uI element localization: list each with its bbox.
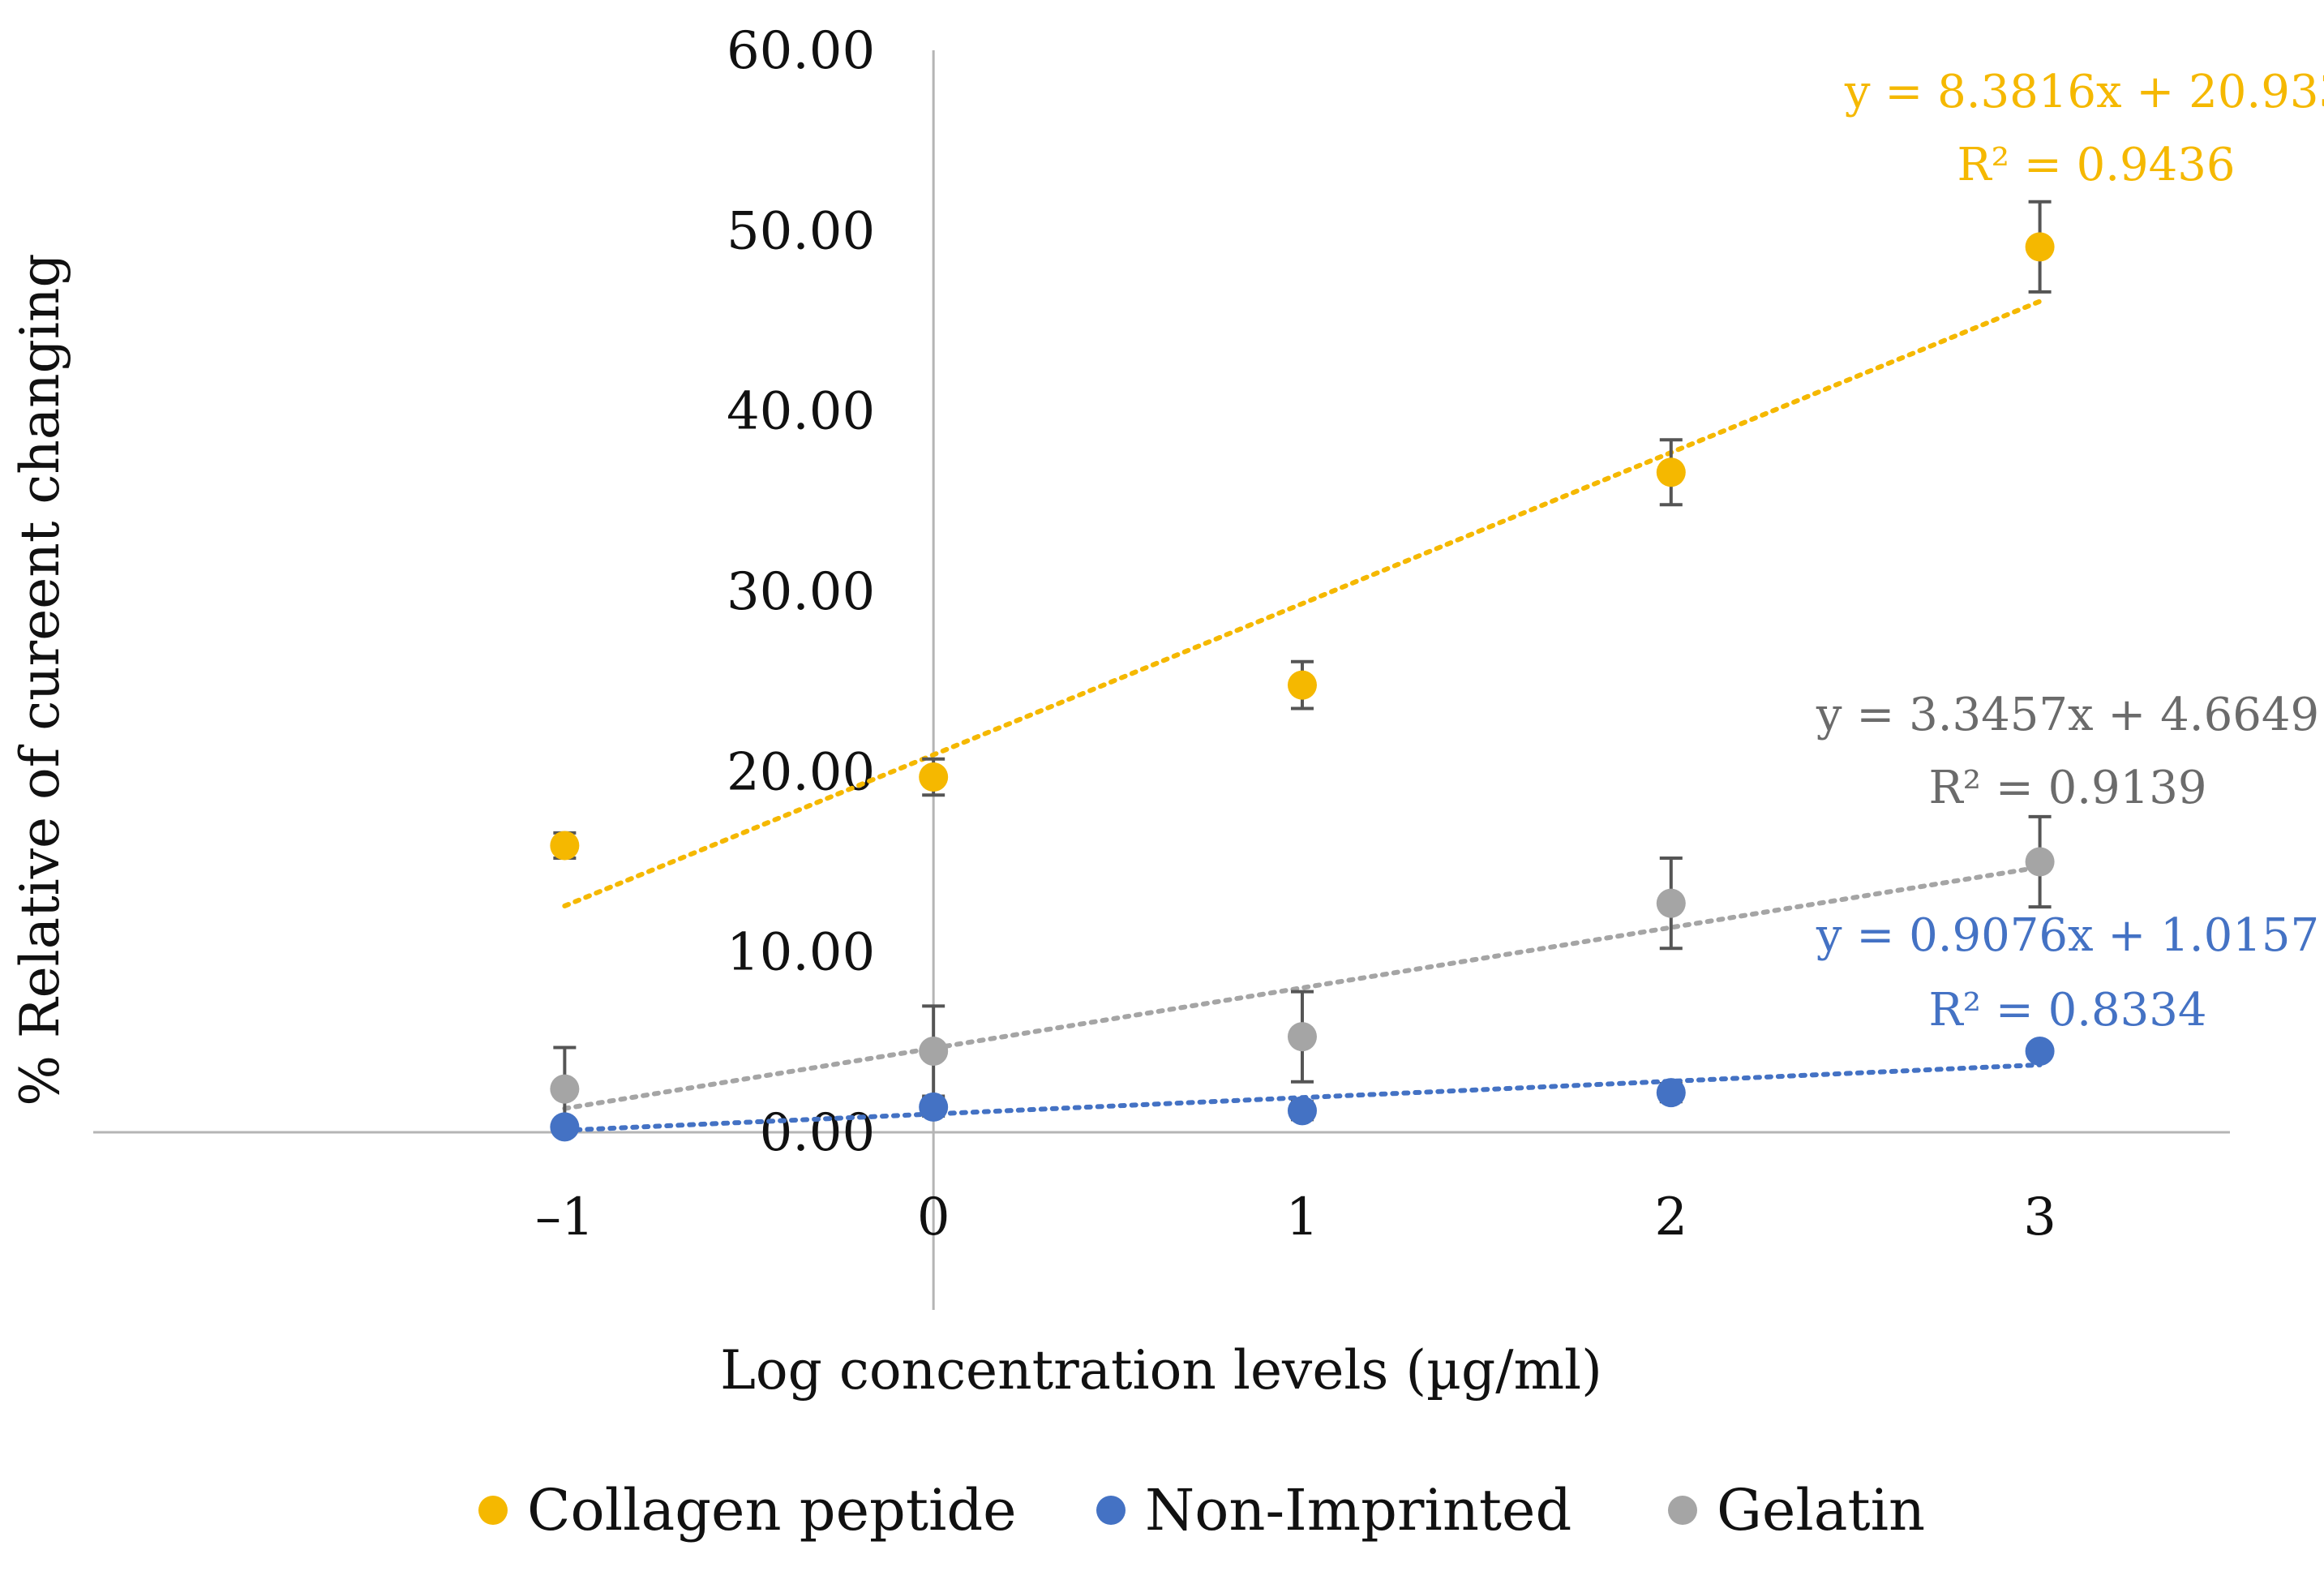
data-points	[550, 232, 2055, 1142]
trendline-gelatin	[562, 865, 2043, 1111]
data-point	[1287, 1022, 1317, 1052]
legend-marker	[1668, 1496, 1697, 1525]
y-tick-label: 50.00	[727, 201, 875, 261]
data-point	[1656, 1078, 1686, 1108]
y-tick-label: 0.00	[760, 1103, 876, 1163]
trendline-equation: y = 0.9076x + 1.0157	[1816, 909, 2319, 962]
data-point	[2025, 232, 2055, 262]
data-point	[550, 1074, 580, 1104]
x-tick-label: 3	[2023, 1187, 2056, 1247]
data-point	[550, 831, 580, 861]
y-tick-label: 40.00	[727, 382, 875, 442]
y-axis-label: % Relative of cureent changing	[9, 253, 71, 1106]
data-point	[919, 762, 949, 792]
data-point	[2025, 847, 2055, 877]
y-tick-label: 60.00	[727, 21, 875, 81]
trendline-equation: y = 8.3816x + 20.933	[1844, 66, 2324, 118]
x-tick-labels: –1 0 1 2 3	[535, 1187, 2056, 1247]
trendline-equation: y = 3.3457x + 4.6649	[1816, 689, 2319, 741]
y-tick-label: 20.00	[727, 742, 875, 802]
legend: Collagen peptide Non-Imprinted Gelatin	[478, 1477, 1925, 1544]
legend-label: Collagen peptide	[527, 1477, 1017, 1544]
legend-marker	[1096, 1496, 1126, 1525]
x-tick-label: 0	[917, 1187, 950, 1247]
x-tick-label: 1	[1286, 1187, 1319, 1247]
legend-label: Non-Imprinted	[1145, 1477, 1571, 1544]
trendline-r2: R² = 0.9139	[1928, 762, 2206, 814]
x-tick-label: 2	[1654, 1187, 1687, 1247]
trendline-r2: R² = 0.9436	[1957, 139, 2235, 191]
y-tick-label: 30.00	[727, 562, 875, 622]
x-axis-label: Log concentration levels (µg/ml)	[720, 1339, 1602, 1402]
y-tick-labels: 0.00 10.00 20.00 30.00 40.00 50.00 60.00	[727, 21, 875, 1163]
data-point	[1656, 457, 1686, 487]
legend-label: Gelatin	[1717, 1477, 1925, 1544]
data-point	[2025, 1036, 2055, 1066]
data-point	[1656, 888, 1686, 918]
trendline-collagen-peptide	[562, 298, 2043, 908]
trendline-r2: R² = 0.8334	[1928, 984, 2206, 1037]
axes	[93, 50, 2230, 1310]
data-point	[1287, 1096, 1317, 1126]
legend-item: Gelatin	[1668, 1477, 1925, 1544]
error-bars	[553, 200, 2052, 1136]
legend-item: Collagen peptide	[478, 1477, 1017, 1544]
data-point	[919, 1092, 949, 1122]
trendline-equations: y = 8.3816x + 20.933 R² = 0.9436 y = 0.907…	[1816, 66, 2324, 1037]
data-point	[919, 1036, 949, 1066]
x-tick-label: –1	[535, 1187, 594, 1247]
data-point	[550, 1112, 580, 1142]
data-point	[1287, 670, 1317, 700]
y-tick-label: 10.00	[727, 923, 875, 983]
legend-marker	[478, 1496, 508, 1525]
legend-item: Non-Imprinted	[1096, 1477, 1571, 1544]
